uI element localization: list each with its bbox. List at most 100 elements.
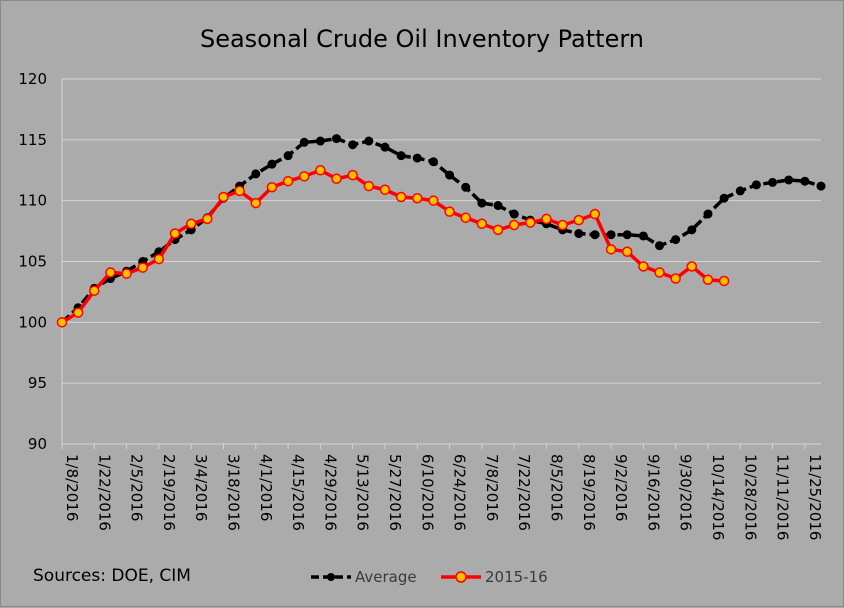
data-point [267, 159, 277, 169]
data-point [686, 261, 698, 272]
x-tick-label: 11/11/2016 [774, 454, 792, 540]
x-tick-label: 9/16/2016 [644, 454, 662, 531]
data-point [412, 153, 422, 163]
data-point [72, 307, 84, 318]
x-tick-label: 10/28/2016 [741, 454, 759, 540]
data-point [687, 225, 697, 235]
data-point [461, 182, 471, 192]
legend: Average 2015-16 [311, 568, 548, 586]
x-tick-label: 3/18/2016 [224, 454, 242, 531]
x-axis-ticks: 1/8/2016 1/22/2016 2/5/2016 2/19/2016 3/4/20… [63, 454, 824, 540]
data-point [250, 197, 262, 209]
data-point [768, 177, 778, 187]
data-point [315, 136, 325, 146]
series-2015-16 [56, 165, 730, 328]
sources-note: Sources: DOE, CIM [33, 566, 191, 586]
x-tick-label: 7/8/2016 [483, 454, 501, 521]
x-tick-label: 8/5/2016 [547, 454, 565, 521]
data-point [589, 208, 601, 220]
x-tick-label: 6/24/2016 [451, 454, 469, 531]
data-point [348, 140, 358, 150]
data-point [428, 195, 439, 206]
legend-label: Average [355, 568, 417, 586]
data-point [121, 268, 132, 279]
data-point [784, 175, 794, 185]
data-point [492, 224, 504, 236]
series-line [61, 168, 725, 324]
data-point [638, 231, 648, 241]
data-point [299, 137, 309, 147]
data-point [541, 213, 552, 225]
data-point [266, 182, 278, 193]
data-point [218, 191, 229, 203]
data-point [735, 186, 745, 196]
x-tick-label: 1/8/2016 [63, 454, 81, 521]
data-point [606, 230, 616, 240]
data-point [137, 262, 148, 273]
legend-label: 2015-16 [485, 568, 548, 586]
y-tick-label: 120 [18, 70, 47, 88]
data-point [282, 175, 294, 187]
legend-marker [327, 573, 335, 581]
y-tick-label: 100 [18, 313, 47, 331]
data-point [605, 244, 617, 255]
data-point [574, 229, 584, 239]
x-tick-label: 3/4/2016 [192, 454, 210, 521]
data-point [557, 219, 568, 231]
data-point [202, 213, 213, 225]
chart-title: Seasonal Crude Oil Inventory Pattern [200, 25, 644, 53]
data-point [816, 181, 826, 191]
x-tick-label: 5/13/2016 [354, 454, 372, 531]
data-point [702, 274, 714, 285]
data-point [283, 151, 293, 161]
data-point [703, 209, 713, 219]
data-point [800, 176, 810, 186]
data-point [169, 228, 181, 239]
data-point [395, 191, 407, 203]
data-point [105, 267, 116, 278]
series [56, 134, 826, 328]
data-point [590, 230, 600, 240]
legend-item: 2015-16 [441, 568, 548, 586]
data-point [234, 185, 245, 197]
y-tick-label: 110 [18, 192, 47, 210]
data-point [477, 198, 487, 208]
data-point [622, 230, 632, 240]
x-tick-label: 2/5/2016 [128, 454, 146, 521]
data-point [347, 169, 358, 181]
data-point [476, 218, 488, 230]
data-point [315, 165, 326, 176]
data-point [621, 246, 633, 258]
x-tick-label: 9/30/2016 [677, 454, 695, 531]
data-point [153, 253, 165, 265]
x-tick-label: 1/22/2016 [95, 454, 113, 531]
x-tick-label: 5/27/2016 [386, 454, 404, 531]
data-point [379, 184, 391, 195]
data-point [671, 235, 681, 245]
data-point [56, 317, 68, 328]
data-point [670, 273, 681, 284]
data-point [718, 275, 730, 287]
data-point [251, 169, 261, 179]
data-point [719, 193, 729, 203]
x-tick-label: 6/10/2016 [418, 454, 436, 531]
data-point [185, 218, 197, 230]
data-point [428, 157, 438, 167]
x-tick-label: 7/22/2016 [515, 454, 533, 531]
y-axis-ticks: 90 95 100 105 110 115 120 [18, 70, 47, 453]
x-tick-label: 4/29/2016 [321, 454, 339, 531]
y-tick-label: 105 [18, 253, 47, 271]
x-tick-label: 10/14/2016 [709, 454, 727, 540]
data-point [396, 151, 406, 161]
y-tick-label: 115 [18, 131, 47, 149]
data-point [751, 180, 761, 190]
data-point [573, 214, 585, 226]
data-point [364, 136, 374, 146]
x-tick-label: 4/1/2016 [257, 454, 275, 521]
data-point [655, 241, 665, 251]
data-point [380, 142, 390, 152]
x-tick-label: 11/25/2016 [806, 454, 824, 540]
y-tick-label: 90 [28, 435, 47, 453]
